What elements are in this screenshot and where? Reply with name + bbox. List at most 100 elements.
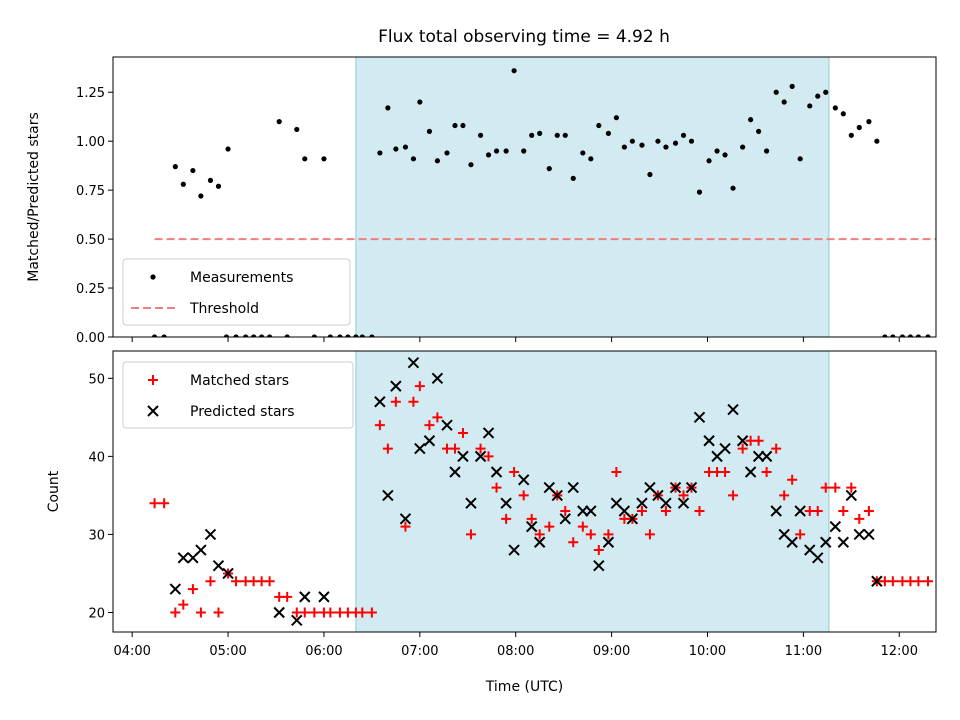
measurement-point — [588, 156, 594, 162]
predicted-stars-point — [871, 575, 883, 587]
predicted-stars-point — [222, 567, 234, 580]
observing-window-region — [355, 350, 830, 633]
measurement-point — [764, 148, 770, 154]
measurement-point — [848, 132, 854, 138]
predicted-stars-point — [291, 614, 303, 626]
measurement-point — [580, 150, 586, 156]
measurement-point — [537, 130, 543, 136]
matched-stars-point — [534, 529, 545, 540]
measurement-point — [899, 334, 906, 337]
matched-stars-point — [170, 607, 181, 618]
matched-stars-point — [449, 443, 460, 454]
measurement-point — [393, 146, 399, 152]
legend-box — [122, 361, 354, 429]
measurement-point — [243, 334, 249, 337]
measurement-point — [570, 175, 576, 181]
measurement-point — [276, 119, 282, 125]
measurement-point — [327, 334, 333, 337]
legend-plus-marker — [148, 375, 158, 385]
legend-label: Matched stars — [190, 373, 289, 389]
legend-dot-marker — [150, 274, 156, 280]
x-tick-label: 07:00 — [401, 644, 438, 659]
predicted-stars-point — [382, 489, 394, 502]
predicted-stars-point — [431, 372, 444, 385]
matched-stars-point — [603, 529, 614, 540]
predicted-stars-point — [677, 497, 690, 509]
matched-stars-point — [820, 482, 831, 493]
predicted-stars-point — [500, 497, 512, 509]
predicted-stars-point — [703, 435, 715, 447]
plot-area — [149, 357, 934, 626]
measurement-point — [267, 334, 273, 337]
measurement-point — [460, 122, 466, 129]
legend-label: Threshold — [189, 301, 259, 317]
measurement-point — [562, 132, 568, 138]
measurement-point — [696, 189, 703, 195]
predicted-stars-point — [525, 520, 538, 533]
predicted-stars-point — [863, 528, 875, 541]
predicted-stars-point — [399, 513, 412, 525]
measurement-point — [485, 152, 492, 158]
predicted-stars-point — [760, 450, 773, 463]
y-axis-label: Count — [46, 470, 62, 512]
matched-stars-point — [187, 584, 198, 595]
matched-stars-point — [299, 607, 310, 618]
matched-stars-point — [213, 607, 224, 618]
measurement-point — [882, 334, 888, 337]
matched-stars-point — [812, 506, 823, 517]
y-tick-label: 0.75 — [76, 184, 105, 199]
matched-stars-point — [753, 435, 764, 446]
predicted-stars-point — [490, 466, 503, 478]
plot-area — [151, 68, 936, 337]
matched-stars-point — [526, 513, 537, 524]
y-axis-label: Matched/Predicted stars — [26, 112, 42, 282]
measurement-point — [377, 150, 383, 156]
measurement-point — [353, 334, 359, 337]
measurement-point — [680, 132, 687, 138]
matched-stars-point — [830, 482, 841, 493]
matched-stars-point — [577, 521, 588, 532]
measurement-point — [605, 130, 611, 136]
measurement-point — [613, 115, 619, 121]
measurement-point — [180, 181, 186, 187]
predicted-stars-point — [837, 536, 850, 548]
x-tick-label: 04:00 — [113, 644, 150, 659]
predicted-stars-point — [195, 544, 207, 556]
predicted-stars-point — [407, 357, 420, 369]
matched-stars-point — [838, 506, 849, 517]
matched-stars-point — [728, 490, 739, 501]
legend: Measurements Threshold — [122, 258, 351, 326]
measurement-point — [233, 334, 239, 337]
matched-stars-point — [593, 545, 604, 556]
x-tick-label: 06:00 — [305, 644, 342, 659]
predicted-stars-point — [474, 450, 487, 463]
matched-stars-point — [761, 466, 772, 477]
measurement-point — [294, 126, 300, 133]
predicted-stars-point — [559, 513, 571, 525]
measurement-point — [529, 132, 535, 138]
measurement-point — [321, 156, 327, 162]
matched-stars-point — [149, 498, 160, 509]
measurement-point — [493, 148, 500, 154]
measurement-point — [730, 185, 736, 191]
matched-stars-point — [854, 513, 865, 524]
measurement-point — [781, 99, 787, 105]
matched-stars-point — [660, 506, 671, 517]
y-tick-label: 40 — [88, 450, 105, 465]
matched-stars-point — [560, 506, 571, 517]
matched-stars-point — [644, 529, 655, 540]
measurement-point — [302, 156, 308, 162]
matched-stars-point — [457, 427, 468, 438]
measurement-point — [672, 140, 679, 146]
measurement-point — [345, 334, 351, 337]
measurement-point — [832, 105, 838, 111]
matched-stars-point — [390, 396, 401, 407]
predicted-stars-point — [660, 497, 672, 509]
predicted-stars-point — [636, 497, 648, 509]
measurement-point — [251, 334, 257, 337]
predicted-stars-point — [794, 505, 806, 517]
predicted-stars-point — [273, 606, 285, 619]
axes-frame — [112, 350, 937, 633]
matched-stars-point — [195, 607, 206, 618]
measurement-point — [151, 334, 158, 337]
